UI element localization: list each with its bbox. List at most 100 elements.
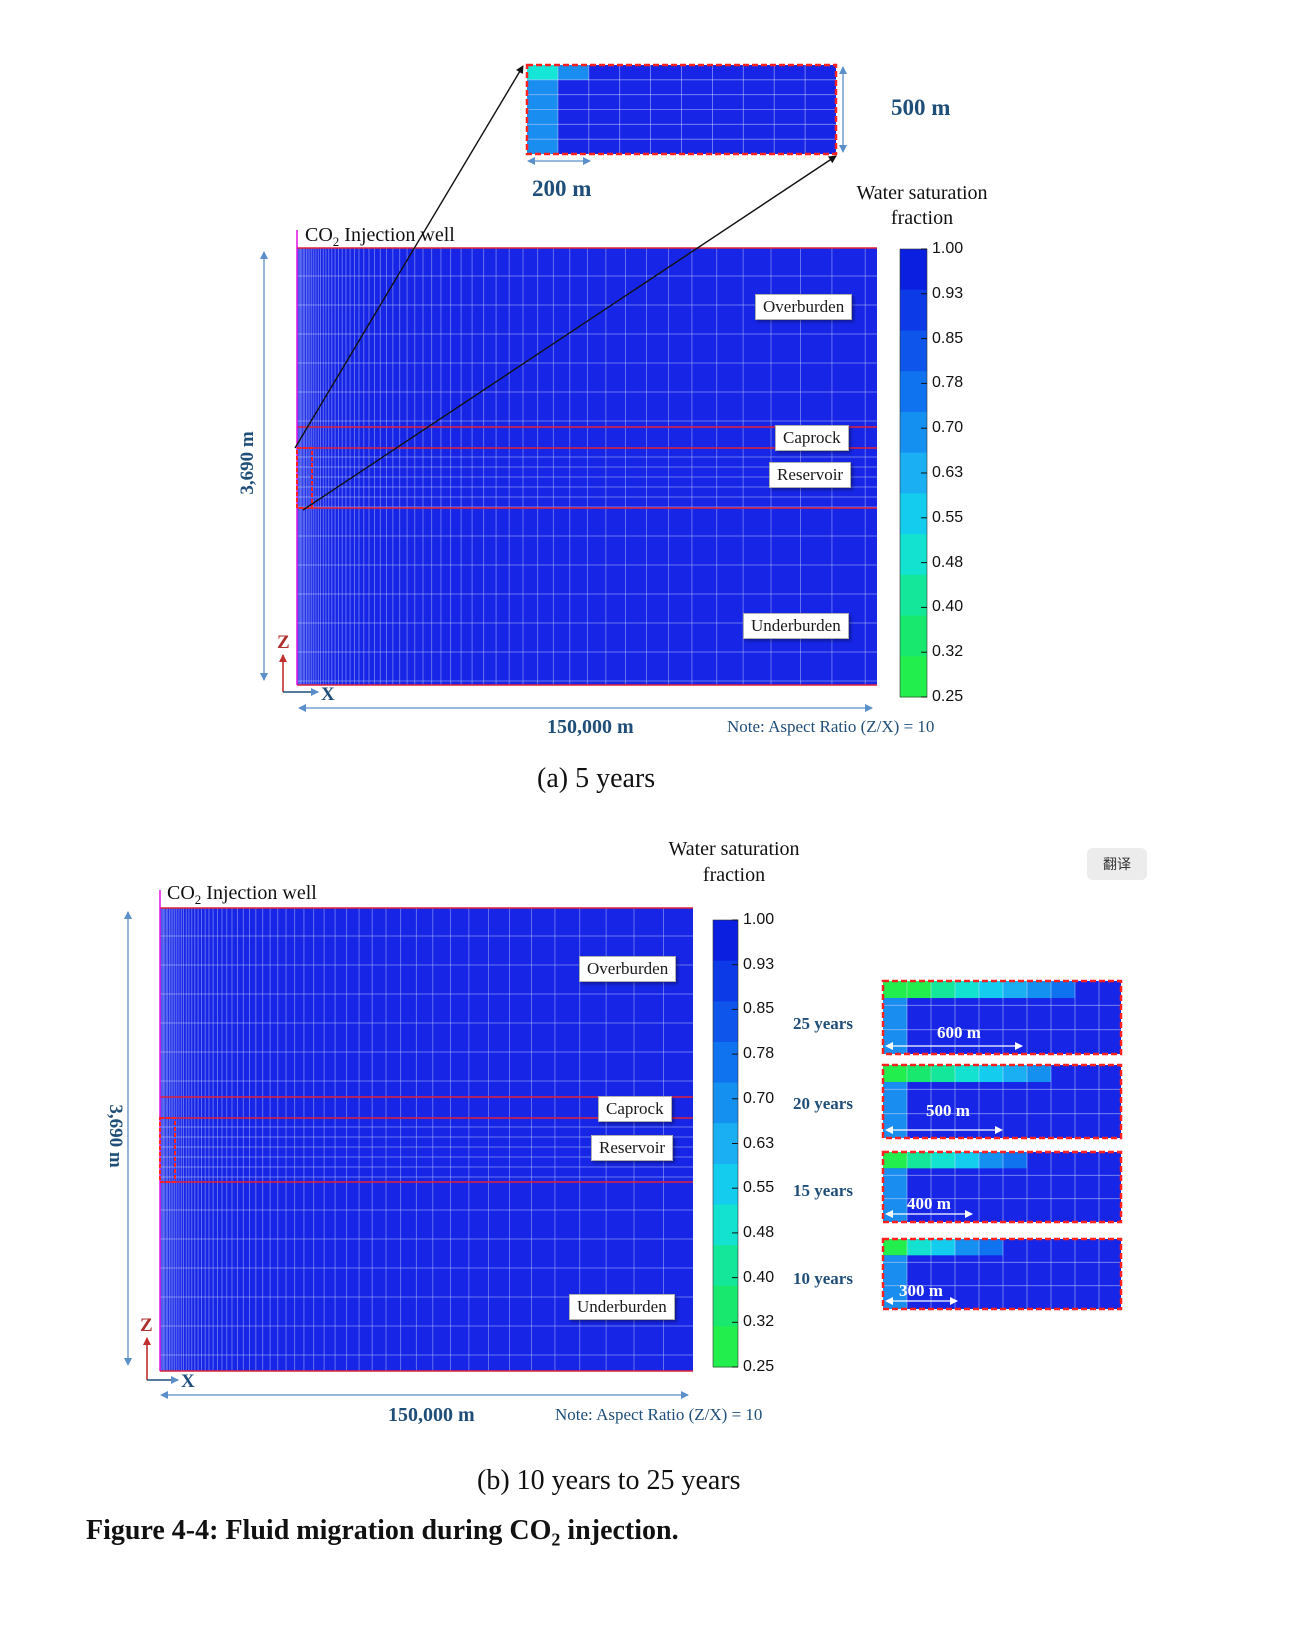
panel-a-zoom-inset-well-cell bbox=[527, 139, 558, 154]
inset-15-width-label: 400 m bbox=[907, 1194, 951, 1213]
panel-b-length-label: 150,000 m bbox=[388, 1404, 475, 1426]
inset-border bbox=[881, 1237, 1123, 1311]
panel-b-aspect-note: Note: Aspect Ratio (Z/X) = 10 bbox=[555, 1405, 763, 1424]
colorbar-tick-label: 1.00 bbox=[932, 240, 964, 257]
panel-a-depth-label: 3,690 m bbox=[237, 431, 258, 495]
panel-a-zoom-inset bbox=[525, 63, 838, 156]
colorbar-tick-label: 0.40 bbox=[932, 598, 964, 616]
panel-a-colorbar-segment bbox=[900, 330, 927, 372]
panel-b-overburden-label: Overburden bbox=[579, 956, 677, 982]
panel-a-colorbar-segment bbox=[900, 656, 927, 698]
inset-10-width-label: 300 m bbox=[899, 1281, 943, 1300]
inset-plume-cell bbox=[907, 1239, 931, 1256]
inset-plume-cell bbox=[931, 1065, 955, 1083]
inset-plume-cell bbox=[955, 1239, 979, 1256]
inset-10-years bbox=[881, 1237, 1123, 1311]
panel-a-colorbar-segment bbox=[900, 534, 927, 576]
colorbar-tick-label: 0.32 bbox=[743, 1313, 775, 1331]
panel-b-injection-well-label: CO2 Injection well bbox=[167, 882, 317, 907]
panel-a-x-axis-label: X bbox=[321, 684, 335, 705]
inset-plume-cell bbox=[931, 981, 955, 999]
panel-a-zoom-line-top bbox=[294, 65, 524, 449]
inset-15-years bbox=[881, 1150, 1123, 1224]
inset-plume-cell bbox=[907, 1065, 931, 1083]
inset-border bbox=[881, 1150, 1123, 1224]
inset-plume-cell bbox=[883, 981, 907, 999]
colorbar-tick-label: 0.70 bbox=[743, 1089, 775, 1107]
panel-b-colorbar-segment bbox=[713, 920, 738, 962]
panel-a-zoom-inset-well-cell bbox=[527, 124, 558, 140]
colorbar-tick-label: 0.63 bbox=[932, 464, 964, 481]
panel-a-underburden-label: Underburden bbox=[743, 613, 849, 639]
panel-b-colorbar-segment bbox=[713, 1326, 738, 1368]
panel-a-length-label: 150,000 m bbox=[547, 716, 634, 738]
panel-a-zoom-line-bottom bbox=[302, 155, 837, 511]
panel-b-colorbar-segment bbox=[713, 960, 738, 1002]
colorbar-tick-label: 1.00 bbox=[743, 911, 775, 928]
inset-25-years bbox=[881, 979, 1123, 1056]
colorbar-tick-label: 0.85 bbox=[743, 1000, 775, 1018]
panel-b-domain-zoom-box bbox=[159, 1117, 176, 1183]
panel-a-zoom-inset-border bbox=[525, 63, 838, 156]
inset-20-years bbox=[881, 1063, 1123, 1140]
panel-a-zoom-width-label: 200 m bbox=[532, 176, 592, 201]
colorbar-tick-label: 0.93 bbox=[743, 955, 775, 973]
colorbar-tick-label: 0.48 bbox=[743, 1223, 775, 1241]
panel-a-zoom-inset-well-cell bbox=[527, 109, 558, 125]
panel-b-colorbar-segment bbox=[713, 1041, 738, 1084]
colorbar-tick-label: 0.40 bbox=[743, 1268, 775, 1286]
panel-b-colorbar-segment bbox=[713, 1285, 738, 1327]
panel-b-caprock-label: Caprock bbox=[598, 1096, 672, 1122]
panel-a-aspect-note: Note: Aspect Ratio (Z/X) = 10 bbox=[727, 717, 935, 736]
inset-plume-cell bbox=[955, 981, 979, 999]
panel-b-x-axis-label: X bbox=[181, 1371, 195, 1392]
inset-plume-cell bbox=[1003, 1065, 1027, 1083]
colorbar-tick-label: 0.48 bbox=[932, 553, 964, 571]
panel-b-colorbar-segment bbox=[713, 1245, 738, 1287]
colorbar-tick-label: 0.78 bbox=[743, 1045, 775, 1063]
panel-a-injection-well-label: CO2 Injection well bbox=[305, 224, 455, 249]
inset-plume-cell bbox=[883, 1239, 907, 1256]
inset-plume-cell bbox=[907, 1152, 931, 1169]
panel-b-colorbar-segment bbox=[713, 1204, 738, 1246]
panel-b-caption: (b) 10 years to 25 years bbox=[477, 1465, 741, 1496]
inset-plume-cell bbox=[883, 1152, 907, 1169]
panel-a-caprock-label: Caprock bbox=[775, 425, 849, 451]
panel-b-underburden-label: Underburden bbox=[569, 1294, 675, 1320]
inset-plume-cell bbox=[979, 981, 1003, 999]
panel-a-zoom-height-label: 500 m bbox=[891, 95, 951, 120]
panel-b-colorbar-segment bbox=[713, 1082, 738, 1124]
colorbar-tick-label: 0.93 bbox=[932, 284, 964, 302]
panel-a-zoom-inset-plume-cell bbox=[557, 65, 589, 80]
colorbar-tick-label: 0.25 bbox=[743, 1358, 775, 1375]
panel-a-zoom-inset-plume-cell bbox=[527, 65, 558, 80]
inset-plume-cell bbox=[979, 1065, 1003, 1083]
inset-20-width-label: 500 m bbox=[926, 1101, 970, 1120]
inset-20-years-label: 20 years bbox=[793, 1094, 853, 1113]
colorbar-tick-label: 0.55 bbox=[932, 508, 964, 526]
panel-b-domain bbox=[159, 890, 693, 1372]
inset-plume-cell bbox=[1027, 1065, 1051, 1083]
colorbar-tick-label: 0.85 bbox=[932, 329, 964, 347]
panel-a-colorbar bbox=[899, 248, 928, 698]
panel-a-colorbar-segment bbox=[900, 249, 927, 291]
inset-plume-cell bbox=[931, 1239, 955, 1256]
panel-a-colorbar-segment bbox=[900, 371, 927, 413]
panel-a-colorbar-segment bbox=[900, 411, 927, 454]
panel-b-depth-label: 3,690 m bbox=[105, 1104, 126, 1168]
panel-b-z-axis-label: Z bbox=[140, 1315, 153, 1336]
inset-plume-cell bbox=[979, 1152, 1003, 1169]
panel-a-zoom-inset-well-cell bbox=[527, 79, 558, 95]
colorbar-tick-label: 0.78 bbox=[932, 374, 964, 392]
inset-10-years-label: 10 years bbox=[793, 1269, 853, 1288]
inset-25-width-label: 600 m bbox=[937, 1023, 981, 1042]
colorbar-tick-label: 0.63 bbox=[743, 1134, 775, 1152]
inset-plume-cell bbox=[907, 981, 931, 999]
panel-a-colorbar-segment bbox=[900, 289, 927, 331]
panel-a-colorbar-segment bbox=[900, 574, 927, 617]
translate-button[interactable]: 翻译 bbox=[1087, 848, 1147, 880]
inset-plume-cell bbox=[1027, 981, 1051, 999]
inset-plume-cell bbox=[1003, 981, 1027, 999]
panel-a-caption: (a) 5 years bbox=[537, 763, 656, 794]
